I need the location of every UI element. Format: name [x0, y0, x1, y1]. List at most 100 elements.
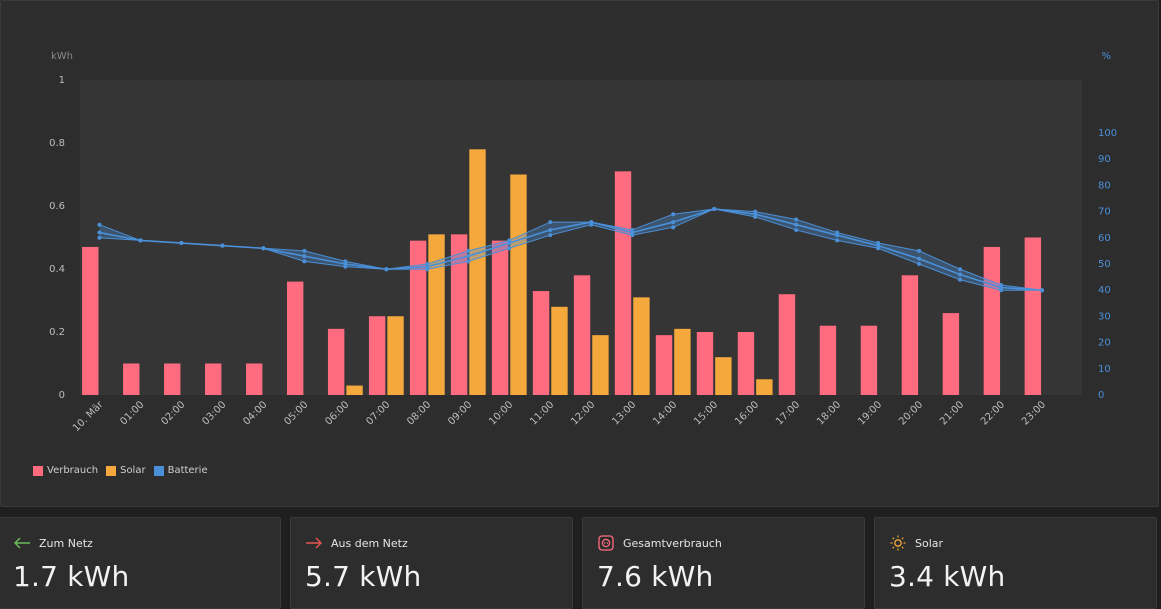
battery-point: [548, 227, 553, 232]
bar-verbrauch: [123, 363, 140, 395]
battery-point: [220, 243, 225, 248]
stat-header: Solar: [889, 535, 943, 551]
battery-point: [835, 230, 840, 235]
stat-header: Zum Netz: [13, 536, 93, 550]
battery-point: [958, 272, 963, 277]
stat-card-gesamtverbrauch: Gesamtverbrauch 7.6 kWh: [582, 517, 865, 609]
stat-header: Aus dem Netz: [305, 536, 408, 550]
battery-range-band: [99, 208, 1043, 291]
battery-point: [630, 227, 635, 232]
battery-point: [917, 256, 922, 261]
battery-point: [507, 246, 512, 251]
battery-point: [425, 267, 430, 272]
x-tick-label: 03:00: [200, 399, 228, 427]
x-tick-label: 13:00: [610, 399, 638, 427]
battery-point: [466, 254, 471, 259]
y2-tick-label: 70: [1098, 207, 1111, 218]
battery-point: [1040, 288, 1045, 293]
legend-item-batterie[interactable]: Batterie: [153, 465, 208, 476]
legend-swatch-solar: [106, 465, 117, 476]
bar-verbrauch: [819, 325, 837, 395]
battery-point: [794, 227, 799, 232]
bar-verbrauch: [778, 294, 796, 395]
stat-label: Gesamtverbrauch: [623, 536, 722, 550]
bar-solar: [674, 328, 691, 395]
battery-point: [589, 220, 594, 225]
bar-verbrauch: [1024, 237, 1042, 395]
bar-solar: [756, 379, 773, 395]
bar-verbrauch: [655, 335, 673, 395]
battery-point: [548, 220, 553, 225]
battery-point: [466, 248, 471, 253]
stat-card-solar: Solar 3.4 kWh: [874, 517, 1157, 609]
bar-verbrauch: [246, 363, 263, 395]
x-tick-label: 23:00: [1020, 399, 1048, 427]
battery-point: [138, 238, 143, 243]
y2-tick-label: 40: [1098, 285, 1111, 296]
y2-tick-label: 60: [1098, 233, 1111, 244]
battery-point: [302, 254, 307, 259]
y-tick-label: 0.2: [49, 327, 65, 338]
y2-tick-label: 80: [1098, 180, 1111, 191]
energy-chart: kWh 0 0.2 0.4 0.6 0.8 1% 0 10 20 30 40 50 60 70 80 90 100…: [49, 51, 1117, 434]
stat-value: 1.7 kWh: [13, 560, 130, 593]
battery-point: [97, 222, 102, 227]
bar-verbrauch: [286, 281, 304, 395]
bar-solar: [387, 316, 404, 395]
bar-verbrauch: [82, 246, 99, 395]
x-tick-label: 12:00: [569, 399, 597, 427]
y2-tick-label: 0: [1098, 390, 1104, 401]
bar-verbrauch: [368, 316, 386, 395]
bar-verbrauch: [409, 240, 427, 395]
battery-point: [999, 282, 1004, 287]
y2-tick-label: 100: [1098, 128, 1117, 139]
x-tick-label: 16:00: [733, 399, 761, 427]
bar-verbrauch: [696, 332, 714, 395]
bar-verbrauch: [164, 363, 181, 395]
battery-point: [876, 246, 881, 251]
bar-verbrauch: [614, 171, 632, 395]
y2-tick-label: 20: [1098, 338, 1111, 349]
left-axis-unit: kWh: [51, 51, 73, 62]
bar-solar: [592, 335, 609, 395]
stat-value: 5.7 kWh: [305, 560, 422, 593]
bar-solar: [551, 306, 568, 395]
y2-tick-label: 90: [1098, 154, 1111, 165]
y2-tick-label: 30: [1098, 311, 1111, 322]
stat-header: Gesamtverbrauch: [597, 535, 722, 551]
battery-point: [917, 248, 922, 253]
x-tick-label: 21:00: [938, 399, 966, 427]
bar-solar: [510, 174, 527, 395]
y-tick-label: 0.6: [49, 201, 65, 212]
stat-card-zum-netz: Zum Netz 1.7 kWh: [0, 517, 281, 609]
battery-point: [507, 238, 512, 243]
bar-verbrauch: [491, 240, 509, 395]
bar-verbrauch: [450, 234, 468, 395]
bar-verbrauch: [983, 246, 1001, 395]
legend-item-verbrauch[interactable]: Verbrauch: [33, 465, 98, 476]
battery-point: [712, 206, 717, 211]
stat-value: 3.4 kWh: [889, 560, 1006, 593]
battery-point: [630, 233, 635, 238]
socket-icon: [597, 535, 615, 551]
legend-item-solar[interactable]: Solar: [106, 465, 146, 476]
x-tick-label: 10:00: [487, 399, 515, 427]
legend-label-solar: Solar: [120, 465, 146, 476]
x-tick-label: 01:00: [118, 399, 146, 427]
battery-point: [753, 214, 758, 219]
bar-verbrauch: [573, 275, 591, 395]
battery-point: [466, 259, 471, 264]
y2-tick-label: 10: [1098, 364, 1111, 375]
bar-solar: [633, 297, 650, 395]
x-tick-label: 18:00: [815, 399, 843, 427]
battery-point: [384, 267, 389, 272]
battery-point: [302, 248, 307, 253]
energy-chart-card: kWh 0 0.2 0.4 0.6 0.8 1% 0 10 20 30 40 50 60 70 80 90 100…: [0, 0, 1159, 507]
legend-label-verbrauch: Verbrauch: [47, 465, 99, 476]
battery-point: [671, 220, 676, 225]
x-tick-label: 04:00: [241, 399, 269, 427]
x-tick-label: 10. Mär: [71, 399, 106, 434]
bar-verbrauch: [737, 332, 755, 395]
x-tick-label: 11:00: [528, 399, 556, 427]
x-tick-label: 05:00: [282, 399, 310, 427]
